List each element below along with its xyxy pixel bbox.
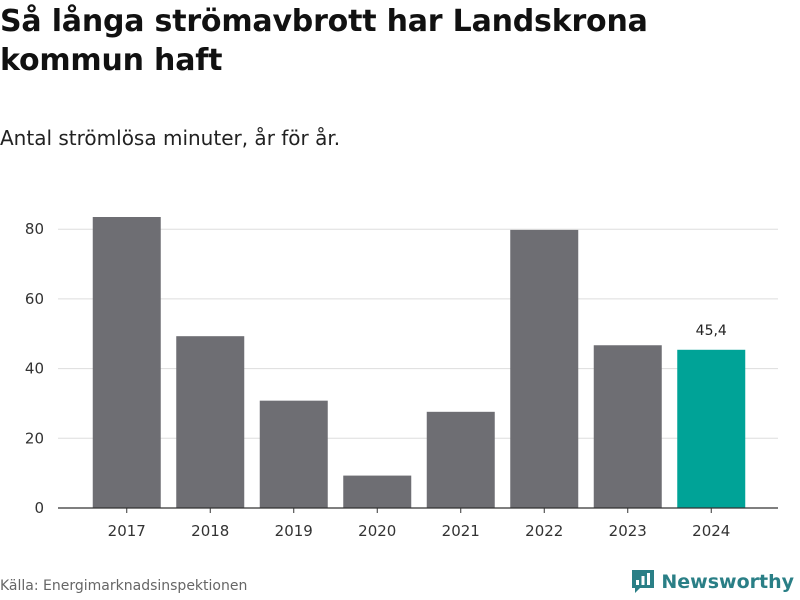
newsworthy-logo-icon [632,570,655,593]
x-tick-label: 2021 [442,522,480,540]
chart-title: Så långa strömavbrott har Landskrona kom… [0,4,648,78]
chart-subtitle: Antal strömlösa minuter, år för år. [0,126,341,150]
x-tick-label: 2017 [108,522,146,540]
bar-2021 [426,411,495,508]
x-tick-label: 2020 [358,522,396,540]
y-tick-label: 80 [25,220,44,238]
x-axis-ticks: 2017 2018 2019 2020 2021 2022 2023 2024 [108,508,730,540]
brand-name: Newsworthy [661,571,794,593]
bars [92,217,746,508]
x-tick-label: 2023 [609,522,647,540]
bar-2017 [92,217,161,508]
brand-logo: Newsworthy [631,569,794,595]
y-axis-ticks: 0 20 40 60 80 [25,220,44,517]
y-tick-label: 40 [25,360,44,378]
x-tick-label: 2019 [275,522,313,540]
bar-2023 [593,345,662,508]
bar-2019 [259,400,328,508]
data-label: 45,4 [696,323,727,339]
y-tick-label: 20 [25,429,44,447]
bar-2022 [510,229,579,508]
x-tick-label: 2022 [525,522,563,540]
bar-2020 [343,475,412,508]
x-tick-label: 2024 [692,522,730,540]
y-tick-label: 0 [34,499,44,517]
x-tick-label: 2018 [191,522,229,540]
data-labels: 45,4 [696,323,727,339]
source-note: Källa: Energimarknadsinspektionen [0,578,248,594]
bar-2024 [677,349,746,508]
gridlines [58,228,778,439]
bar-2018 [176,336,245,508]
y-tick-label: 60 [25,290,44,308]
